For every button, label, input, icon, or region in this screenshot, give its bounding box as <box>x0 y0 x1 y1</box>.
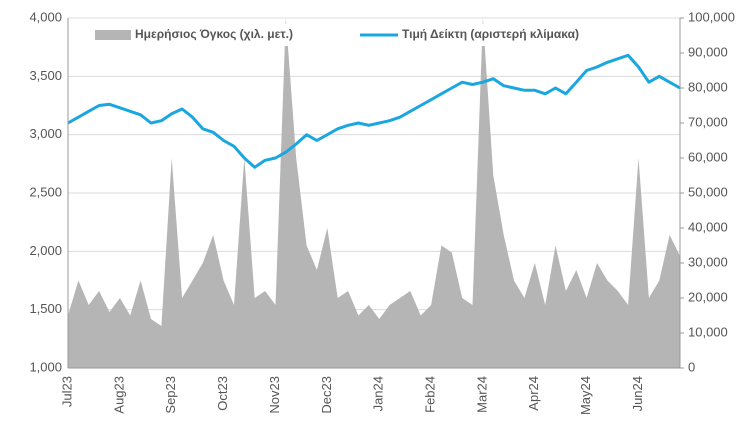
y-tick-label: 1,500 <box>29 301 62 316</box>
y-tick-label: 2,000 <box>29 243 62 258</box>
x-tick-label: May24 <box>578 376 593 415</box>
y-tick-label: 1,000 <box>29 359 62 374</box>
y2-tick-label: 100,000 <box>688 9 735 24</box>
x-tick-label: Jun24 <box>630 376 645 411</box>
y2-tick-label: 30,000 <box>688 254 728 269</box>
y-tick-label: 3,500 <box>29 68 62 83</box>
x-tick-label: Aug23 <box>111 376 126 414</box>
y2-tick-label: 40,000 <box>688 219 728 234</box>
y2-tick-label: 70,000 <box>688 114 728 129</box>
y2-tick-label: 80,000 <box>688 79 728 94</box>
x-tick-label: Sep23 <box>163 376 178 414</box>
y2-tick-label: 10,000 <box>688 324 728 339</box>
volume-area <box>68 18 680 368</box>
x-tick-label: Dec23 <box>319 376 334 414</box>
legend-label: Ημερήσιος Όγκος (χιλ. μετ.) <box>135 27 293 41</box>
x-tick-label: Mar24 <box>474 376 489 413</box>
y-tick-label: 4,000 <box>29 9 62 24</box>
y-tick-label: 3,000 <box>29 126 62 141</box>
y2-tick-label: 90,000 <box>688 44 728 59</box>
legend-swatch <box>95 30 131 40</box>
x-tick-label: Apr24 <box>526 376 541 411</box>
y2-tick-label: 20,000 <box>688 289 728 304</box>
y2-tick-label: 50,000 <box>688 184 728 199</box>
x-tick-label: Oct23 <box>215 376 230 411</box>
y2-tick-label: 0 <box>688 359 695 374</box>
x-tick-label: Jul23 <box>59 376 74 407</box>
x-tick-label: Nov23 <box>267 376 282 414</box>
index-line <box>67 53 681 169</box>
x-tick-label: Jan24 <box>371 376 386 411</box>
y-tick-label: 2,500 <box>29 184 62 199</box>
legend-label: Τιμή Δείκτη (αριστερή κλίμακα) <box>402 27 579 41</box>
y2-tick-label: 60,000 <box>688 149 728 164</box>
x-tick-label: Feb24 <box>422 376 437 413</box>
